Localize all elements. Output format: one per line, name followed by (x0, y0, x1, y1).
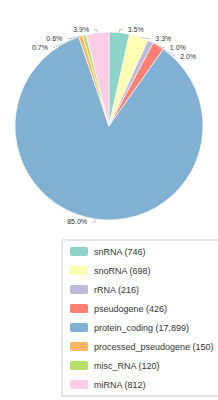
svg-text:2.0%: 2.0% (180, 53, 196, 60)
svg-text:pseudogene (426): pseudogene (426) (94, 304, 167, 314)
svg-text:miRNA (812): miRNA (812) (94, 380, 146, 390)
svg-text:3.5%: 3.5% (128, 26, 144, 33)
svg-text:protein_coding (17,899): protein_coding (17,899) (94, 323, 189, 333)
svg-text:0.6%: 0.6% (46, 35, 62, 42)
svg-text:misc_RNA (120): misc_RNA (120) (94, 361, 160, 371)
svg-text:85.0%: 85.0% (67, 218, 87, 225)
svg-text:processed_pseudogene (150): processed_pseudogene (150) (94, 342, 214, 352)
svg-text:snRNA (746): snRNA (746) (94, 247, 146, 257)
svg-text:3.3%: 3.3% (155, 35, 171, 42)
svg-text:0.7%: 0.7% (32, 44, 48, 51)
svg-text:3.9%: 3.9% (73, 26, 89, 33)
svg-text:snoRNA (698): snoRNA (698) (94, 266, 151, 276)
svg-text:rRNA (216): rRNA (216) (94, 285, 139, 295)
svg-text:1.0%: 1.0% (170, 44, 186, 51)
